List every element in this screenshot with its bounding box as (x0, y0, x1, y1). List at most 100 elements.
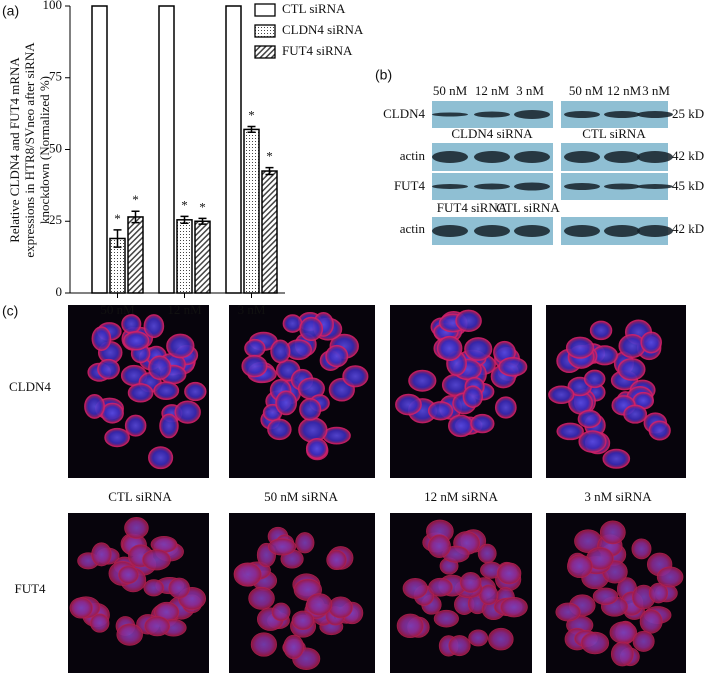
cell (143, 579, 165, 597)
cell (233, 562, 262, 587)
blot-band (514, 182, 550, 191)
cell (124, 414, 147, 437)
cell (592, 587, 619, 605)
cell (631, 538, 652, 560)
column-label: 12 nM siRNA (424, 489, 498, 504)
cell (580, 631, 610, 655)
cell (91, 326, 112, 351)
blot-band (432, 225, 468, 237)
x-tick-label: 3 nM (238, 302, 266, 317)
blot-band (637, 225, 673, 237)
cell (298, 417, 328, 443)
cell (291, 610, 315, 631)
cell (143, 314, 165, 339)
cell (295, 532, 315, 554)
significance-mark: * (181, 197, 188, 212)
error-bar (247, 125, 256, 134)
error-bar (113, 229, 122, 248)
blot-band (604, 151, 640, 163)
cell (396, 613, 424, 639)
cell (498, 356, 528, 377)
row-label: actin (400, 148, 426, 163)
cell (267, 418, 292, 441)
cell (555, 602, 581, 622)
bar (261, 170, 278, 294)
cell (91, 542, 112, 567)
cell (69, 597, 93, 619)
blot-band (637, 111, 673, 118)
y-axis-label: knockdown (Normalized %) (37, 76, 52, 224)
row-label: CLDN4 (383, 106, 425, 121)
blot-band (564, 151, 600, 163)
size-label: 42 kD (672, 148, 704, 163)
cell (589, 320, 613, 341)
cell (609, 621, 638, 644)
cell (248, 586, 275, 610)
row-label: FUT4 (394, 178, 426, 193)
bar (225, 5, 242, 294)
cell (153, 381, 180, 401)
legend-swatch (254, 24, 276, 38)
x-tick-label: 12 nM (167, 302, 202, 317)
y-axis-label: expressions in HTR8/SVneo after siRNA (22, 42, 37, 258)
cell (428, 577, 453, 597)
cell (142, 549, 171, 571)
cell (639, 609, 663, 634)
blot-band (474, 151, 510, 163)
cell (168, 577, 190, 599)
cell (118, 565, 139, 584)
cell (121, 314, 142, 334)
cell (282, 314, 303, 333)
cell (84, 393, 105, 419)
legend-label: CTL siRNA (282, 1, 346, 16)
micrograph (68, 305, 209, 478)
cell (602, 448, 631, 469)
cell (299, 316, 324, 342)
cell (123, 331, 150, 351)
micrograph (546, 513, 686, 673)
blot-band (432, 151, 468, 163)
blot-band (604, 111, 640, 118)
blot-band (474, 225, 510, 237)
lane-label: 3 nM (642, 83, 670, 98)
y-axis-label: Relative CLDN4 and FUT4 mRNA (7, 57, 22, 243)
group-label: FUT4 siRNA (437, 200, 508, 215)
cell (468, 629, 489, 647)
bar (127, 216, 144, 294)
cell (395, 393, 422, 416)
cell (583, 369, 606, 389)
cell (148, 355, 172, 381)
blot-band (514, 225, 550, 237)
micrograph (229, 513, 375, 673)
column-label: 3 nM siRNA (584, 489, 652, 504)
size-label: 45 kD (672, 178, 704, 193)
cell (578, 430, 607, 453)
legend-label: CLDN4 siRNA (282, 22, 364, 37)
cell (640, 331, 662, 354)
cell (250, 632, 277, 657)
cell (408, 369, 437, 392)
cell (244, 338, 266, 358)
cell (97, 358, 120, 380)
bar (194, 220, 211, 294)
cell (271, 602, 291, 622)
cell (648, 420, 671, 441)
cell (305, 437, 328, 460)
cell (623, 404, 648, 424)
blot-band (432, 184, 468, 189)
bar (91, 5, 108, 294)
significance-mark: * (199, 199, 206, 214)
y-tick-label: 25 (49, 212, 62, 227)
error-bar (131, 210, 140, 224)
blot-band (474, 111, 510, 118)
bar (158, 5, 175, 294)
cell (459, 571, 482, 593)
significance-mark: * (114, 211, 121, 226)
y-tick-label: 100 (43, 0, 63, 12)
row-label: FUT4 (14, 581, 46, 596)
cell (402, 577, 428, 599)
cell (124, 517, 149, 539)
y-tick-label: 75 (49, 69, 62, 84)
blot-band (474, 183, 510, 190)
